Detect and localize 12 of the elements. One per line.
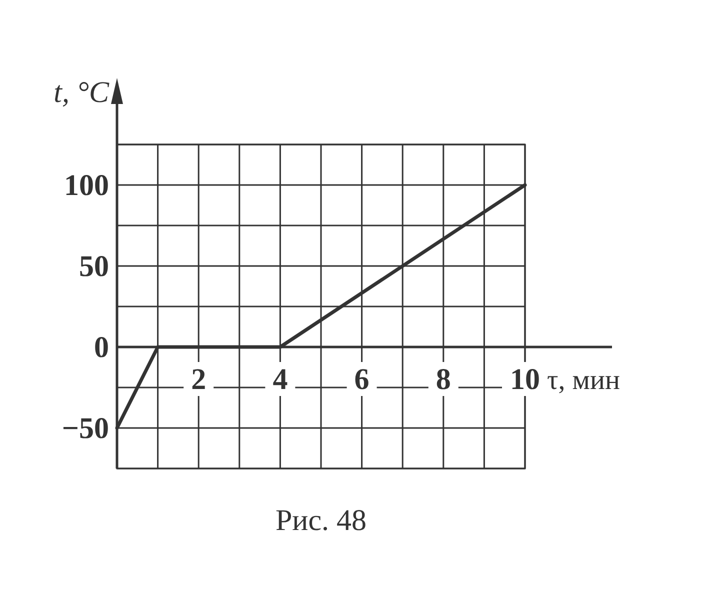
y-axis-title: t, °C bbox=[54, 76, 110, 109]
text: Рис. 48 bbox=[275, 504, 367, 537]
x-tick-label: 2 bbox=[191, 363, 206, 396]
x-axis-title: τ, мин bbox=[547, 365, 620, 396]
y-tick-label: 50 bbox=[79, 250, 109, 283]
y-tick-label: 0 bbox=[94, 331, 109, 364]
x-tick-label: 6 bbox=[354, 363, 370, 396]
x-tick-label: 8 bbox=[436, 363, 451, 396]
x-tick-label: 10 bbox=[510, 363, 540, 396]
y-tick-label: −50 bbox=[62, 412, 109, 445]
y-tick-label: 100 bbox=[64, 169, 109, 202]
x-tick-label: 4 bbox=[272, 363, 288, 396]
